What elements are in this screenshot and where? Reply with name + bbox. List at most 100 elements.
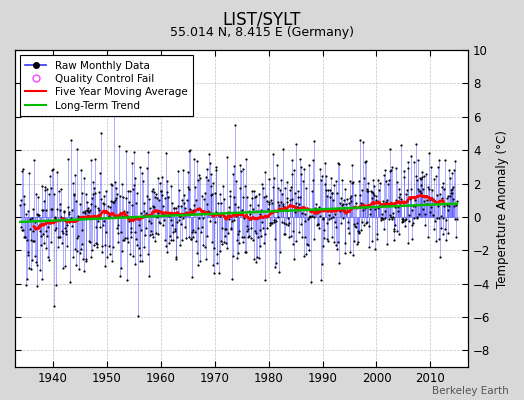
Point <box>374 205 383 211</box>
Point <box>49 166 58 173</box>
Point <box>74 266 83 272</box>
Point <box>376 180 384 186</box>
Point <box>386 146 394 152</box>
Point <box>50 190 58 197</box>
Point <box>413 177 422 183</box>
Point <box>196 258 204 264</box>
Point <box>364 179 372 186</box>
Point <box>253 208 261 214</box>
Point <box>71 171 80 178</box>
Point <box>79 209 88 215</box>
Point <box>198 193 206 199</box>
Point <box>106 251 114 257</box>
Point <box>189 227 197 233</box>
Point <box>365 222 374 229</box>
Point <box>388 216 397 222</box>
Point <box>208 239 216 245</box>
Point <box>37 242 45 248</box>
Point <box>408 236 417 242</box>
Point <box>328 234 336 240</box>
Point <box>55 187 63 194</box>
Point <box>254 202 262 208</box>
Point <box>95 215 104 221</box>
Point <box>93 244 101 250</box>
Point <box>280 220 288 227</box>
Point <box>450 202 458 209</box>
Point <box>107 181 115 188</box>
Point <box>70 191 79 198</box>
Point <box>248 188 256 194</box>
Point <box>396 190 405 197</box>
Point <box>156 180 165 186</box>
Point <box>66 218 74 224</box>
Point <box>445 174 454 181</box>
Point <box>268 151 277 157</box>
Point <box>234 250 243 256</box>
Point <box>283 221 292 228</box>
Point <box>250 256 258 262</box>
Point <box>201 256 210 262</box>
Point <box>287 232 295 239</box>
Point <box>188 274 196 280</box>
Point <box>425 209 434 215</box>
Point <box>407 186 415 193</box>
Point <box>274 214 282 220</box>
Point <box>123 208 131 215</box>
Point <box>383 240 391 247</box>
Point <box>445 203 453 209</box>
Point <box>209 262 217 268</box>
Point <box>425 150 433 156</box>
Point <box>357 186 366 193</box>
Point <box>146 232 155 238</box>
Point <box>395 230 403 237</box>
Point <box>324 187 333 194</box>
Point <box>186 147 194 154</box>
Point <box>94 207 103 213</box>
Point <box>414 188 423 194</box>
Point <box>232 213 241 220</box>
Point <box>59 230 67 236</box>
Point <box>238 234 246 240</box>
Point <box>261 277 269 284</box>
Point <box>195 175 204 181</box>
Point <box>355 229 364 235</box>
Point <box>97 130 105 136</box>
Point <box>391 197 400 204</box>
Point <box>347 180 356 186</box>
Point <box>345 230 353 236</box>
Point <box>267 197 276 204</box>
Point <box>132 200 140 207</box>
Point <box>132 236 140 242</box>
Point <box>292 141 301 147</box>
Point <box>200 196 209 202</box>
Point <box>90 185 99 192</box>
Point <box>83 199 91 206</box>
Point <box>356 200 365 206</box>
Point <box>418 174 426 180</box>
Point <box>32 211 41 218</box>
Point <box>281 206 290 212</box>
Point <box>129 149 138 155</box>
Point <box>413 214 421 220</box>
Point <box>34 262 42 268</box>
Point <box>432 214 441 221</box>
Point <box>227 218 236 224</box>
Point <box>67 137 75 144</box>
Point <box>309 176 318 183</box>
Point <box>137 210 146 216</box>
Point <box>202 201 211 208</box>
Point <box>359 207 368 213</box>
Point <box>329 214 337 220</box>
Point <box>204 176 213 183</box>
Point <box>381 167 390 174</box>
Point <box>144 251 152 258</box>
Point <box>135 222 143 228</box>
Point <box>391 222 399 228</box>
Point <box>154 231 162 237</box>
Point <box>362 220 370 226</box>
Point <box>118 212 126 219</box>
Point <box>432 238 441 244</box>
Point <box>325 212 333 218</box>
Point <box>331 219 340 226</box>
Point <box>149 186 158 192</box>
